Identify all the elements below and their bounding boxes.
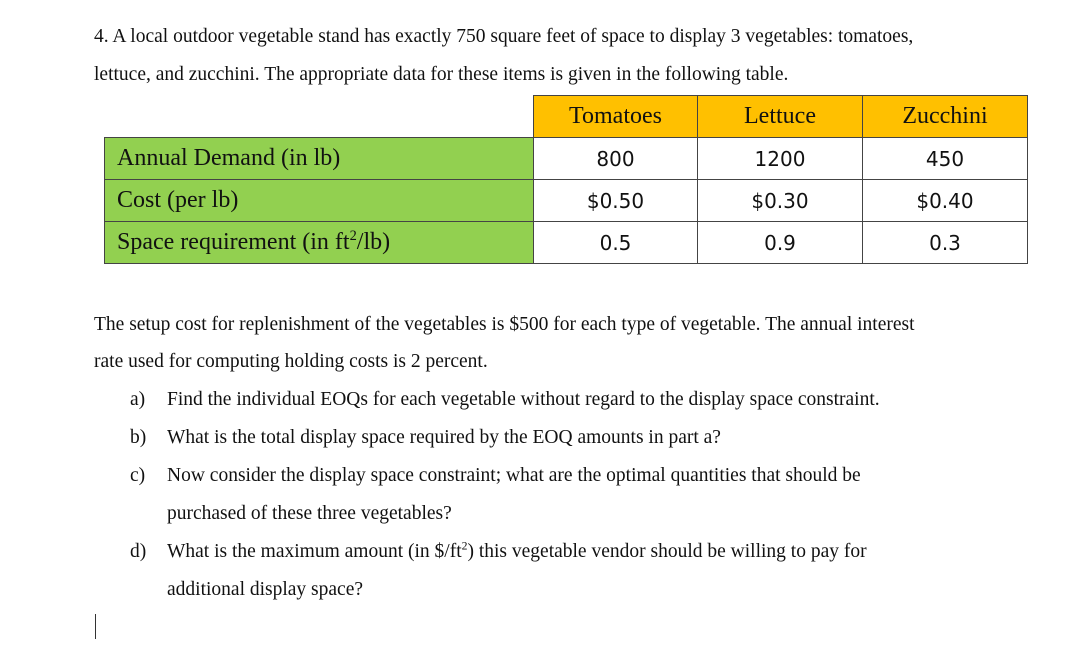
cell-lettuce-space: 0.9 bbox=[697, 221, 863, 264]
row-label-space-pre: Space requirement (in ft bbox=[117, 229, 350, 255]
row-label-cost: Cost (per lb) bbox=[104, 179, 534, 222]
column-header-lettuce: Lettuce bbox=[697, 95, 863, 138]
question-label: b) bbox=[130, 427, 147, 448]
cell-zucchini-space: 0.3 bbox=[862, 221, 1028, 264]
question-text-sup: 2 bbox=[461, 539, 468, 553]
question-label: c) bbox=[130, 465, 146, 486]
cell-zucchini-demand: 450 bbox=[862, 137, 1028, 180]
list-item: b) What is the total display space requi… bbox=[130, 419, 1030, 457]
question-text: Find the individual EOQs for each vegeta… bbox=[167, 389, 880, 410]
row-label-space-sup: 2 bbox=[349, 228, 357, 244]
row-label-space-post: /lb) bbox=[356, 229, 391, 255]
intro-line-1: 4. A local outdoor vegetable stand has e… bbox=[94, 26, 914, 47]
row-label-space-requirement: Space requirement (in ft2/lb) bbox=[104, 221, 534, 264]
intro-line-2: lettuce, and zucchini. The appropriate d… bbox=[94, 64, 789, 85]
table-row: Cost (per lb) $0.50 $0.30 $0.40 bbox=[104, 179, 1028, 222]
question-text-line-1-pre: What is the maximum amount (in $/ft bbox=[167, 541, 462, 562]
column-header-zucchini: Zucchini bbox=[862, 95, 1028, 138]
table-row: Annual Demand (in lb) 800 1200 450 bbox=[104, 137, 1028, 180]
setup-paragraph: The setup cost for replenishment of the … bbox=[94, 306, 1054, 380]
question-text-line-1: Now consider the display space constrain… bbox=[167, 465, 861, 486]
cell-tomatoes-cost: $0.50 bbox=[533, 179, 698, 222]
empty-corner-cell bbox=[105, 96, 534, 138]
text-cursor bbox=[95, 614, 96, 639]
problem-intro: 4. A local outdoor vegetable stand has e… bbox=[94, 18, 1054, 94]
cell-lettuce-cost: $0.30 bbox=[697, 179, 863, 222]
cell-lettuce-demand: 1200 bbox=[697, 137, 863, 180]
setup-line-1: The setup cost for replenishment of the … bbox=[94, 314, 915, 335]
table-header-row: Tomatoes Lettuce Zucchini bbox=[105, 95, 1028, 138]
question-text-line-2: purchased of these three vegetables? bbox=[167, 503, 452, 524]
question-text-line-1-post: ) this vegetable vendor should be willin… bbox=[467, 541, 867, 562]
question-text-line-2: additional display space? bbox=[167, 579, 364, 600]
cell-tomatoes-demand: 800 bbox=[533, 137, 698, 180]
question-list: a) Find the individual EOQs for each veg… bbox=[130, 381, 1030, 609]
list-item: a) Find the individual EOQs for each veg… bbox=[130, 381, 1030, 419]
table-row: Space requirement (in ft2/lb) 0.5 0.9 0.… bbox=[104, 221, 1028, 264]
cell-zucchini-cost: $0.40 bbox=[862, 179, 1028, 222]
list-item: c) Now consider the display space constr… bbox=[130, 457, 1030, 533]
list-item: d) What is the maximum amount (in $/ft2)… bbox=[130, 533, 1030, 609]
column-header-tomatoes: Tomatoes bbox=[533, 95, 698, 138]
row-label-annual-demand: Annual Demand (in lb) bbox=[104, 137, 534, 180]
question-label: d) bbox=[130, 541, 147, 562]
setup-line-2: rate used for computing holding costs is… bbox=[94, 351, 488, 372]
question-text: What is the total display space required… bbox=[167, 427, 721, 448]
vegetable-data-table: Tomatoes Lettuce Zucchini Annual Demand … bbox=[104, 95, 1028, 264]
cell-tomatoes-space: 0.5 bbox=[533, 221, 698, 264]
question-label: a) bbox=[130, 389, 146, 410]
